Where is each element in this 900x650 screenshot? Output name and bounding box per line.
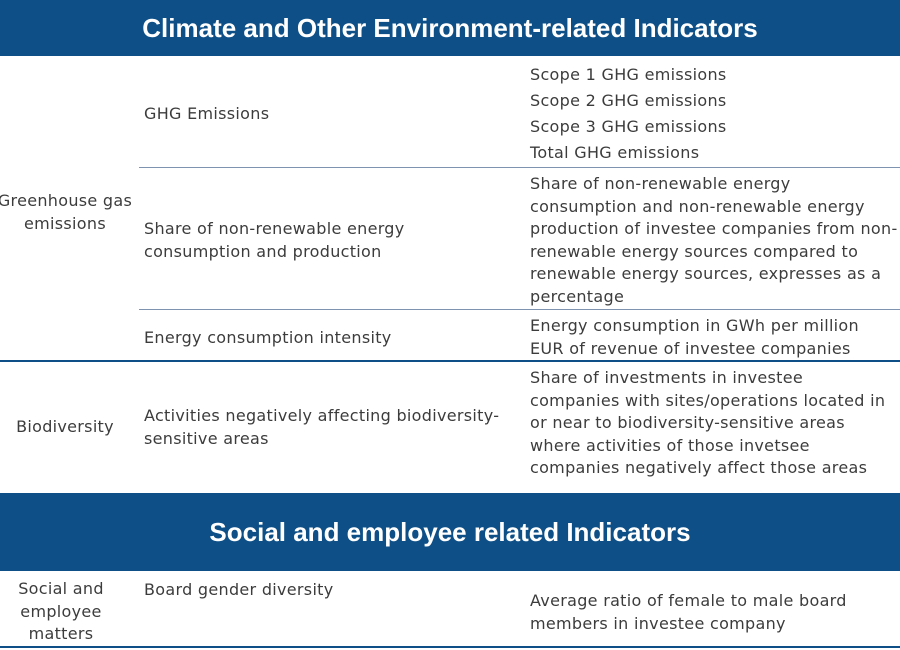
metric-line: renewable energy sources compared to: [530, 241, 859, 261]
metric-line: renewable energy sources, expresses as a: [530, 264, 882, 283]
row-divider: [139, 167, 900, 168]
metric-line: production of investee companies from no…: [530, 219, 898, 238]
metric-scope1: Scope 1 GHG emissions: [530, 65, 727, 84]
metric-line: Share of investments in investee: [530, 368, 804, 387]
section-title: Social and employee related Indicators: [209, 516, 691, 547]
indicator-line: Activities negatively affecting biodiver…: [144, 406, 500, 425]
indicator-biodiversity: Activities negatively affecting biodiver…: [144, 405, 499, 450]
metric-line: companies with sites/operations located …: [530, 390, 886, 410]
metric-line: companies negatively affect those areas: [530, 458, 868, 477]
category-line: Greenhouse gas: [0, 191, 133, 210]
indicator-board-gender: Board gender diversity: [144, 579, 334, 602]
indicator-line: sensitive areas: [144, 428, 269, 448]
category-ghg: Greenhouse gas emissions: [0, 190, 138, 235]
category-biodiversity: Biodiversity: [0, 416, 138, 439]
indicator-text: Energy consumption intensity: [144, 328, 392, 347]
category-line: Social and: [18, 579, 104, 598]
category-line: employee: [20, 601, 102, 621]
ghg-metrics-list: Scope 1 GHG emissions Scope 2 GHG emissi…: [530, 62, 727, 166]
metric-scope2: Scope 2 GHG emissions: [530, 91, 727, 110]
metric-line: members in investee company: [530, 613, 786, 633]
section-header-climate: Climate and Other Environment-related In…: [0, 0, 900, 56]
table-bottom-border: [0, 646, 900, 648]
metric-line: percentage: [530, 286, 625, 306]
indicator-line: consumption and production: [144, 241, 382, 261]
section-header-social: Social and employee related Indicators: [0, 493, 900, 571]
indicator-text: GHG Emissions: [144, 104, 270, 123]
row-divider: [139, 309, 900, 310]
metric-total: Total GHG emissions: [530, 143, 700, 162]
category-social: Social and employee matters: [0, 578, 134, 646]
metric-line: Energy consumption in GWh per million: [530, 316, 859, 335]
metric-energy-intensity: Energy consumption in GWh per million EU…: [530, 315, 859, 360]
metric-line: EUR of revenue of investee companies: [530, 338, 851, 358]
category-line: matters: [28, 624, 94, 643]
indicator-ghg-emissions: GHG Emissions: [144, 103, 269, 126]
category-text: Biodiversity: [16, 417, 114, 436]
indicator-share-nonrenewable: Share of non-renewable energy consumptio…: [144, 218, 405, 263]
metric-line: where activities of those invetsee: [530, 435, 810, 455]
section-divider: [0, 360, 900, 362]
metric-line: or near to biodiversity-sensitive areas: [530, 413, 845, 432]
metric-line: Share of non-renewable energy: [530, 174, 791, 193]
metric-line: Average ratio of female to male board: [530, 591, 847, 610]
section-title: Climate and Other Environment-related In…: [142, 12, 758, 43]
metric-biodiversity: Share of investments in investee compani…: [530, 367, 885, 480]
indicator-text: Board gender diversity: [144, 580, 334, 599]
metric-share-nonrenewable: Share of non-renewable energy consumptio…: [530, 173, 898, 308]
metric-board-gender: Average ratio of female to male board me…: [530, 590, 847, 635]
indicator-line: Share of non-renewable energy: [144, 219, 405, 238]
metric-line: consumption and non-renewable energy: [530, 196, 865, 216]
category-line: emissions: [24, 213, 106, 233]
indicator-energy-intensity: Energy consumption intensity: [144, 327, 392, 350]
metric-scope3: Scope 3 GHG emissions: [530, 117, 727, 136]
